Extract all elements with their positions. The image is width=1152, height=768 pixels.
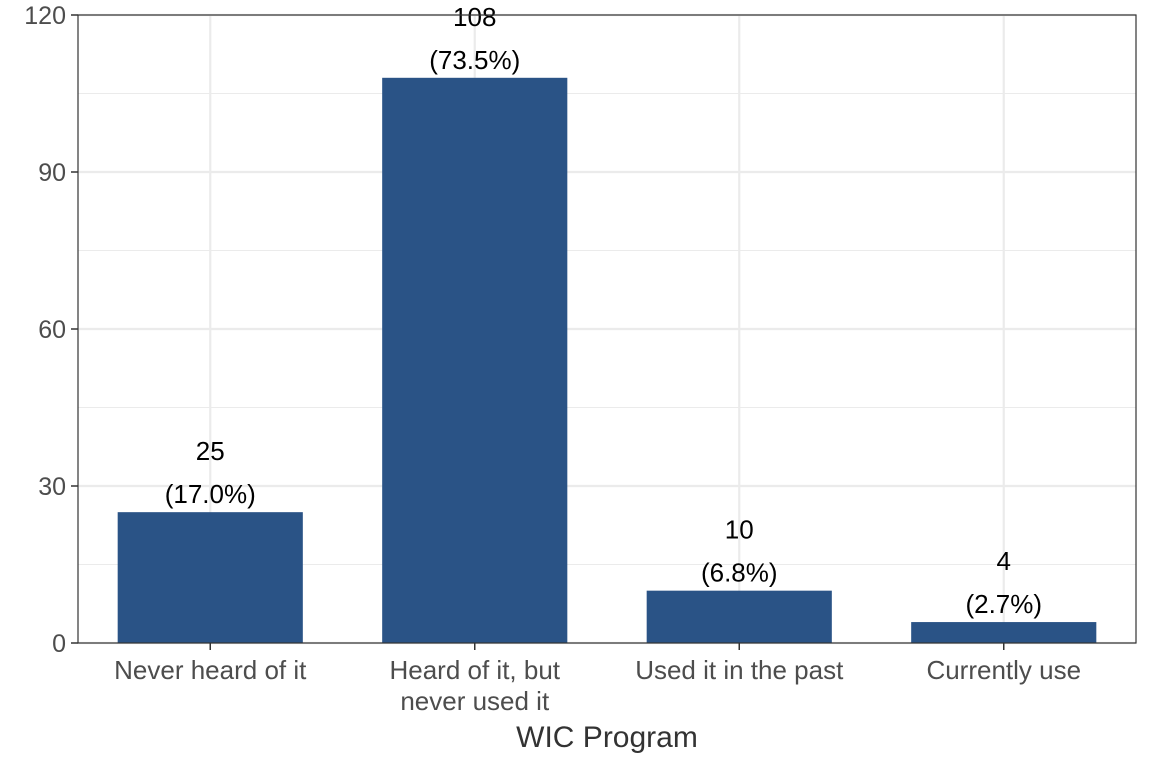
y-axis: 0 30 60 90 120 <box>24 2 78 658</box>
x-tick-label: Currently use <box>926 655 1081 685</box>
x-tick-label: Used it in the past <box>635 655 844 685</box>
data-label-percent: (6.8%) <box>701 558 778 588</box>
data-label-percent: (17.0%) <box>165 479 256 509</box>
x-tick-label: Heard of it, but never used it <box>389 655 560 716</box>
data-label-percent: (73.5%) <box>429 45 520 75</box>
bar <box>646 590 832 643</box>
bar <box>382 77 568 644</box>
data-label-percent: (2.7%) <box>965 589 1042 619</box>
bars <box>117 77 1097 644</box>
data-label-count: 10 <box>725 515 754 545</box>
data-label-count: 108 <box>453 2 496 32</box>
x-axis: Never heard of it Heard of it, but never u… <box>114 643 1081 716</box>
y-tick-label: 120 <box>24 2 66 30</box>
data-labels: 25 (17.0%) 108 (73.5%) 10 (6.8%) 4 (2.7%) <box>165 2 1042 619</box>
bar <box>117 512 303 643</box>
y-tick-label: 0 <box>52 630 66 658</box>
x-tick-label: Never heard of it <box>114 655 307 685</box>
y-tick-label: 60 <box>38 316 66 344</box>
data-label-count: 25 <box>196 436 225 466</box>
y-tick-label: 30 <box>38 473 66 501</box>
bar <box>911 622 1097 643</box>
x-axis-title: WIC Program <box>516 721 698 754</box>
minor-gridlines <box>78 92 1136 566</box>
data-label-count: 4 <box>997 546 1011 576</box>
y-tick-label: 90 <box>38 159 66 187</box>
